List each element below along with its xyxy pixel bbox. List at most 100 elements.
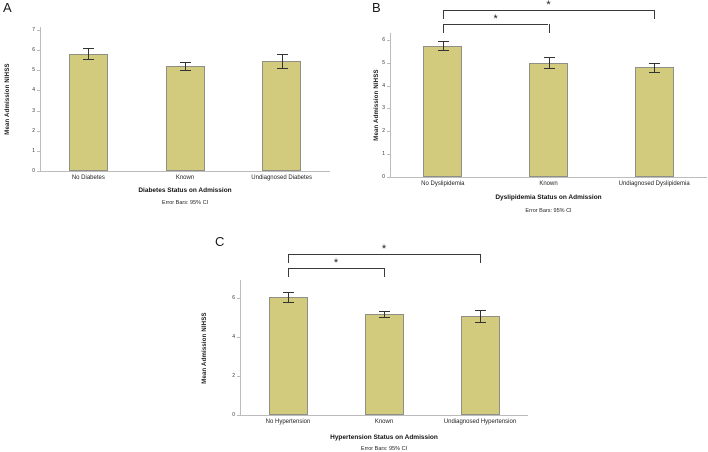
bar bbox=[268, 296, 308, 415]
significance-bracket-end bbox=[654, 10, 656, 19]
error-bar-cap-top bbox=[180, 62, 191, 64]
error-bar-cap-top bbox=[475, 310, 486, 312]
error-bar-cap-bottom bbox=[649, 71, 661, 73]
error-bar-cap-top bbox=[283, 291, 294, 293]
y-tick-mark bbox=[37, 171, 40, 172]
y-tick-label: 0 bbox=[382, 174, 385, 180]
x-category-label: Undiagnosed Hypertension bbox=[443, 419, 517, 425]
significance-bracket-end bbox=[288, 254, 289, 263]
y-tick-label: 0 bbox=[232, 412, 235, 418]
y-tick-mark bbox=[387, 131, 390, 133]
bar bbox=[165, 66, 205, 171]
bar bbox=[423, 45, 463, 177]
y-tick-mark bbox=[37, 30, 40, 32]
x-axis-line bbox=[40, 171, 330, 172]
y-tick-mark bbox=[237, 336, 240, 338]
x-category-label: Known bbox=[374, 419, 394, 425]
x-axis-line bbox=[390, 177, 707, 178]
y-tick-mark bbox=[237, 375, 240, 377]
error-bar-line bbox=[88, 48, 90, 60]
y-axis-line bbox=[240, 280, 241, 416]
error-bar-line bbox=[185, 62, 186, 71]
error-bar-line bbox=[442, 41, 444, 51]
y-tick-mark bbox=[237, 415, 240, 416]
panel-label-a: A bbox=[3, 0, 12, 15]
significance-bracket-end bbox=[548, 24, 550, 33]
y-axis-title-c: Mean Admission NIHSS bbox=[202, 311, 208, 384]
y-tick-mark bbox=[387, 62, 390, 64]
significance-asterisk: * bbox=[546, 0, 551, 11]
significance-asterisk: * bbox=[493, 13, 498, 25]
y-tick-label: 0 bbox=[32, 168, 35, 174]
significance-bracket-end bbox=[480, 254, 481, 263]
significance-bracket-end bbox=[384, 268, 385, 277]
y-tick-mark bbox=[37, 150, 40, 152]
y-tick-mark bbox=[387, 177, 390, 178]
significance-asterisk: * bbox=[333, 257, 339, 269]
x-category-label: Known bbox=[539, 181, 558, 187]
panel-label-c: C bbox=[215, 234, 225, 249]
y-tick-label: 4 bbox=[232, 333, 235, 340]
error-bar-line bbox=[281, 54, 283, 69]
y-axis-line bbox=[40, 27, 41, 172]
error-bar-cap-bottom bbox=[437, 50, 449, 52]
y-tick-label: 6 bbox=[32, 47, 35, 54]
error-bar-line bbox=[288, 291, 289, 302]
x-category-label: No Diabetes bbox=[71, 175, 105, 181]
error-bars-footnote-c: Error Bars: 95% CI bbox=[360, 446, 408, 452]
error-bar-cap-bottom bbox=[543, 68, 555, 70]
x-category-label: Undiagnosed Dyslipidemia bbox=[618, 181, 690, 187]
error-bar-cap-top bbox=[276, 54, 288, 56]
y-tick-label: 7 bbox=[32, 27, 35, 34]
y-tick-label: 2 bbox=[232, 372, 235, 379]
y-tick-label: 4 bbox=[382, 82, 385, 89]
y-tick-label: 1 bbox=[32, 147, 35, 154]
error-bar-cap-bottom bbox=[180, 70, 191, 72]
y-tick-label: 6 bbox=[232, 294, 235, 301]
x-category-label: Known bbox=[175, 175, 195, 181]
y-tick-mark bbox=[37, 70, 40, 72]
y-tick-label: 6 bbox=[382, 36, 385, 43]
panel-c-hypertension-chart: C Mean Admission NIHSS Hypertension Stat… bbox=[185, 228, 528, 452]
significance-bracket-end bbox=[442, 10, 444, 19]
bar bbox=[460, 316, 500, 415]
x-category-label: No Hypertension bbox=[265, 419, 311, 425]
x-category-label: Undiagnosed Diabetes bbox=[251, 175, 313, 181]
panel-label-b: B bbox=[372, 0, 381, 15]
y-tick-label: 5 bbox=[382, 59, 385, 66]
panel-a-diabetes-chart: A Mean Admission NIHSS Diabetes Status o… bbox=[0, 0, 335, 218]
y-tick-label: 2 bbox=[32, 127, 35, 134]
x-axis-title-a: Diabetes Status on Admission bbox=[138, 187, 232, 194]
x-axis-line bbox=[240, 415, 528, 416]
x-axis-title-c: Hypertension Status on Admission bbox=[330, 434, 438, 441]
y-axis-line bbox=[390, 33, 391, 178]
significance-bracket-end bbox=[442, 24, 444, 33]
significance-asterisk: * bbox=[381, 243, 387, 255]
error-bar-cap-top bbox=[83, 48, 95, 50]
error-bar-line bbox=[654, 62, 656, 72]
y-tick-label: 4 bbox=[32, 87, 35, 94]
error-bar-cap-bottom bbox=[83, 59, 95, 61]
error-bar-cap-top bbox=[543, 57, 555, 58]
error-bar-cap-bottom bbox=[475, 322, 486, 324]
y-tick-label: 5 bbox=[32, 67, 35, 74]
y-tick-label: 3 bbox=[382, 105, 385, 112]
significance-bracket-end bbox=[288, 268, 289, 277]
y-tick-mark bbox=[387, 39, 390, 41]
x-category-label: No Dyslipidemia bbox=[421, 181, 465, 187]
error-bar-cap-top bbox=[437, 41, 449, 42]
significance-bracket bbox=[288, 254, 480, 255]
error-bar-line bbox=[480, 310, 481, 323]
error-bars-footnote-b: Error Bars: 95% CI bbox=[525, 208, 572, 214]
y-axis-title-a: Mean Admission NIHSS bbox=[5, 63, 11, 135]
error-bar-cap-top bbox=[379, 311, 390, 313]
bar bbox=[529, 62, 568, 177]
bar bbox=[364, 314, 404, 415]
error-bar-cap-bottom bbox=[379, 317, 390, 319]
bar bbox=[262, 61, 302, 171]
x-axis-title-b: Dyslipidemia Status on Admission bbox=[495, 194, 602, 201]
bar bbox=[68, 54, 108, 171]
y-tick-mark bbox=[37, 50, 40, 52]
error-bars-footnote-a: Error Bars: 95% CI bbox=[161, 200, 209, 206]
